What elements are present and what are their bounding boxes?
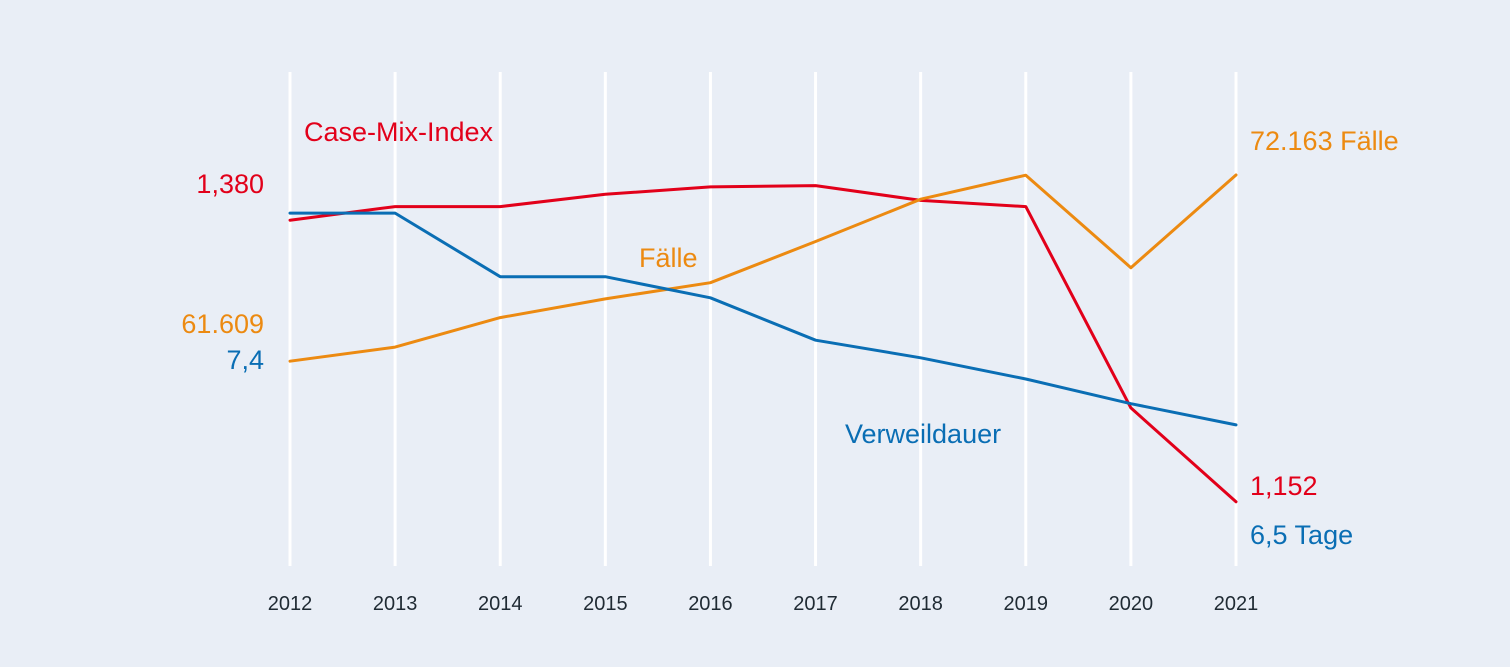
series-layer (288, 173, 1238, 504)
series-label-case-mix-index: Case-Mix-Index (304, 117, 494, 147)
start-label-verweildauer: 7,4 (226, 345, 264, 375)
gridlines (288, 72, 1238, 566)
series-line-verweildauer (288, 211, 1238, 427)
x-tick-label: 2017 (793, 593, 838, 615)
start-label-faelle: 61.609 (181, 309, 264, 339)
x-tick-label: 2018 (898, 593, 943, 615)
end-label-verweildauer: 6,5 Tage (1250, 520, 1353, 550)
series-line-case-mix-index (288, 184, 1238, 504)
x-tick-label: 2015 (583, 593, 628, 615)
end-label-faelle: 72.163 Fälle (1250, 126, 1399, 156)
x-tick-label: 2016 (688, 593, 733, 615)
series-line-faelle (288, 173, 1238, 363)
x-tick-label: 2021 (1214, 593, 1259, 615)
series-label-faelle: Fälle (639, 243, 698, 273)
x-tick-label: 2020 (1109, 593, 1154, 615)
x-tick-label: 2014 (478, 593, 523, 615)
end-label-case-mix-index: 1,152 (1250, 471, 1318, 501)
x-axis-ticks: 2012 2013 2014 2015 2016 2017 2018 2019 2020 2021 (268, 593, 1259, 615)
x-tick-label: 2019 (1004, 593, 1049, 615)
series-label-verweildauer: Verweildauer (845, 419, 1001, 449)
x-tick-label: 2012 (268, 593, 313, 615)
start-label-case-mix-index: 1,380 (196, 169, 264, 199)
x-tick-label: 2013 (373, 593, 418, 615)
